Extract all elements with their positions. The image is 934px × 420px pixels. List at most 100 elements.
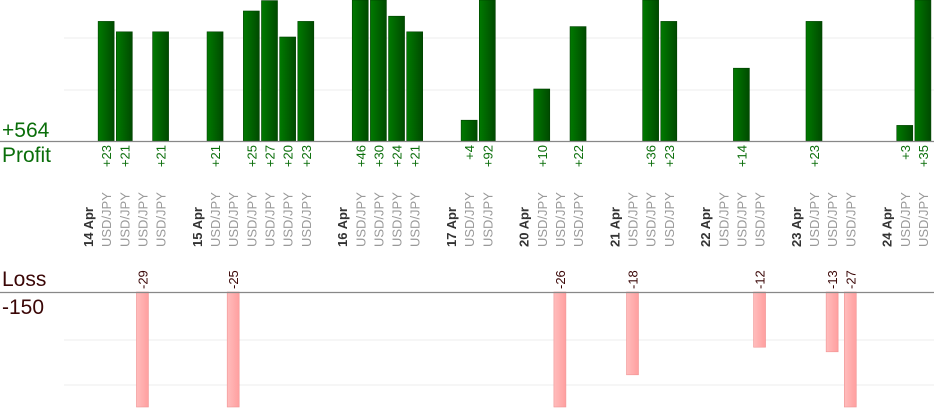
- profit-bar: [152, 31, 169, 142]
- symbol-label: USD/JPY: [716, 192, 731, 247]
- profit-bar: [243, 10, 260, 142]
- loss-value-label: -27: [843, 270, 858, 289]
- date-label: 24 Apr: [880, 207, 895, 247]
- profit-value-label: +23: [662, 145, 677, 167]
- loss-bar: [843, 291, 857, 408]
- profit-value-label: +21: [408, 145, 423, 167]
- symbol-label: USD/JPY: [390, 192, 405, 247]
- profit-value-label: +10: [535, 145, 550, 167]
- symbol-label: USD/JPY: [807, 192, 822, 247]
- profit-value-label: +25: [244, 145, 259, 167]
- loss-value-label: -26: [553, 270, 568, 289]
- date-label: 22 Apr: [698, 207, 713, 247]
- profit-value-label: +23: [807, 145, 822, 167]
- profit-bar: [478, 0, 496, 142]
- profit-value-label: +21: [154, 145, 169, 167]
- profit-bar: [261, 0, 278, 142]
- loss-total: -150: [2, 296, 45, 319]
- date-label: 14 Apr: [81, 207, 96, 247]
- profit-bar: [660, 21, 678, 142]
- loss-bar: [626, 291, 639, 376]
- profit-bar: [533, 88, 551, 142]
- loss-bar: [825, 291, 839, 353]
- symbol-label: USD/JPY: [371, 192, 386, 247]
- profit-bar: [279, 36, 296, 142]
- profit-value-label: +22: [571, 145, 586, 167]
- symbol-label: USD/JPY: [571, 192, 586, 247]
- symbol-label: USD/JPY: [244, 192, 259, 247]
- symbol-label: USD/JPY: [281, 192, 296, 247]
- profit-bar: [569, 26, 587, 142]
- profit-value-label: +30: [371, 145, 386, 167]
- loss-bar: [553, 291, 567, 408]
- symbol-label: USD/JPY: [843, 192, 858, 247]
- profit-bar: [388, 15, 405, 142]
- profit-value-label: +27: [263, 145, 278, 167]
- profit-bar: [805, 21, 823, 142]
- profit-bar: [460, 119, 478, 142]
- loss-bar: [226, 291, 240, 408]
- symbol-label: USD/JPY: [408, 192, 423, 247]
- symbol-label: USD/JPY: [299, 192, 314, 247]
- symbol-label: USD/JPY: [626, 192, 641, 247]
- symbol-label: USD/JPY: [553, 192, 568, 247]
- date-label: 20 Apr: [517, 207, 532, 247]
- profit-bar: [733, 67, 750, 142]
- date-label: 15 Apr: [190, 207, 205, 247]
- symbol-label: USD/JPY: [644, 192, 659, 247]
- profit-bar: [896, 125, 914, 142]
- profit-value-label: +4: [462, 145, 477, 160]
- profit-bar: [116, 31, 133, 142]
- profit-bar: [97, 21, 115, 142]
- profit-bar: [370, 0, 387, 142]
- symbol-label: USD/JPY: [263, 192, 278, 247]
- loss-value-label: -25: [226, 270, 241, 289]
- profit-value-label: +21: [208, 145, 223, 167]
- date-label: 17 Apr: [444, 207, 459, 247]
- symbol-label: USD/JPY: [753, 192, 768, 247]
- date-label: 21 Apr: [607, 207, 622, 247]
- profit-value-label: +23: [299, 145, 314, 167]
- profit-bar: [406, 31, 424, 142]
- profit-label: Profit: [2, 144, 52, 167]
- symbol-label: USD/JPY: [662, 192, 677, 247]
- profit-bar: [297, 21, 315, 142]
- symbol-label: USD/JPY: [99, 192, 114, 247]
- profit-bar: [914, 0, 932, 142]
- profit-value-label: +46: [353, 145, 368, 167]
- profit-bar: [642, 0, 659, 142]
- symbol-label: USD/JPY: [535, 192, 550, 247]
- profit-value-label: +14: [734, 145, 749, 167]
- profit-bar: [351, 0, 369, 142]
- symbol-label: USD/JPY: [135, 192, 150, 247]
- symbol-label: USD/JPY: [734, 192, 749, 247]
- symbol-label: USD/JPY: [353, 192, 368, 247]
- date-label: 16 Apr: [335, 207, 350, 247]
- loss-bar: [753, 291, 766, 348]
- profit-value-label: +21: [117, 145, 132, 167]
- symbol-label: USD/JPY: [154, 192, 169, 247]
- profit-value-label: +92: [480, 145, 495, 167]
- symbol-label: USD/JPY: [825, 192, 840, 247]
- symbol-label: USD/JPY: [916, 192, 931, 247]
- profit-value-label: +20: [281, 145, 296, 167]
- symbol-label: USD/JPY: [226, 192, 241, 247]
- profit-total: +564: [2, 119, 50, 142]
- profit-bar: [206, 31, 224, 142]
- profit-value-label: +3: [898, 145, 913, 160]
- profit-value-label: +36: [644, 145, 659, 167]
- profit-value-label: +24: [390, 145, 405, 167]
- loss-bar: [136, 291, 149, 408]
- symbol-label: USD/JPY: [117, 192, 132, 247]
- symbol-label: USD/JPY: [480, 192, 495, 247]
- profit-value-label: +35: [916, 145, 931, 167]
- loss-value-label: -18: [626, 270, 641, 289]
- date-label: 23 Apr: [789, 207, 804, 247]
- symbol-label: USD/JPY: [462, 192, 477, 247]
- loss-value-label: -12: [753, 270, 768, 289]
- loss-value-label: -13: [825, 270, 840, 289]
- symbol-label: USD/JPY: [898, 192, 913, 247]
- symbol-label: USD/JPY: [208, 192, 223, 247]
- profit-value-label: +23: [99, 145, 114, 167]
